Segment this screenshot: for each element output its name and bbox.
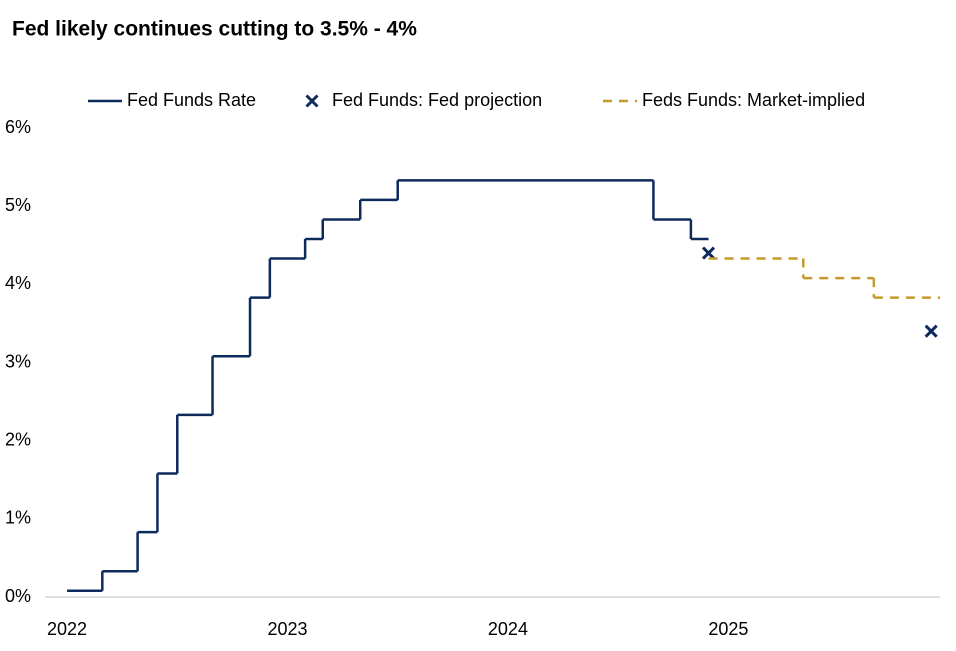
y-tick-label: 4% (5, 273, 31, 293)
projection-marker (701, 246, 716, 260)
x-tick-label: 2023 (267, 619, 307, 639)
projection-marker (924, 324, 938, 338)
y-tick-label: 5% (5, 195, 31, 215)
x-tick-label: 2022 (47, 619, 87, 639)
x-tick-label: 2025 (708, 619, 748, 639)
y-tick-label: 0% (5, 586, 31, 606)
legend-marker (305, 94, 319, 108)
legend-label: Fed Funds Rate (127, 90, 256, 110)
x-tick-label: 2024 (488, 619, 528, 639)
y-tick-label: 1% (5, 508, 31, 528)
y-tick-label: 3% (5, 351, 31, 371)
chart-title: Fed likely continues cutting to 3.5% - 4… (12, 18, 417, 41)
legend-label: Feds Funds: Market-implied (642, 90, 865, 110)
y-tick-label: 6% (5, 117, 31, 137)
y-tick-label: 2% (5, 429, 31, 449)
legend-label: Fed Funds: Fed projection (332, 90, 542, 110)
